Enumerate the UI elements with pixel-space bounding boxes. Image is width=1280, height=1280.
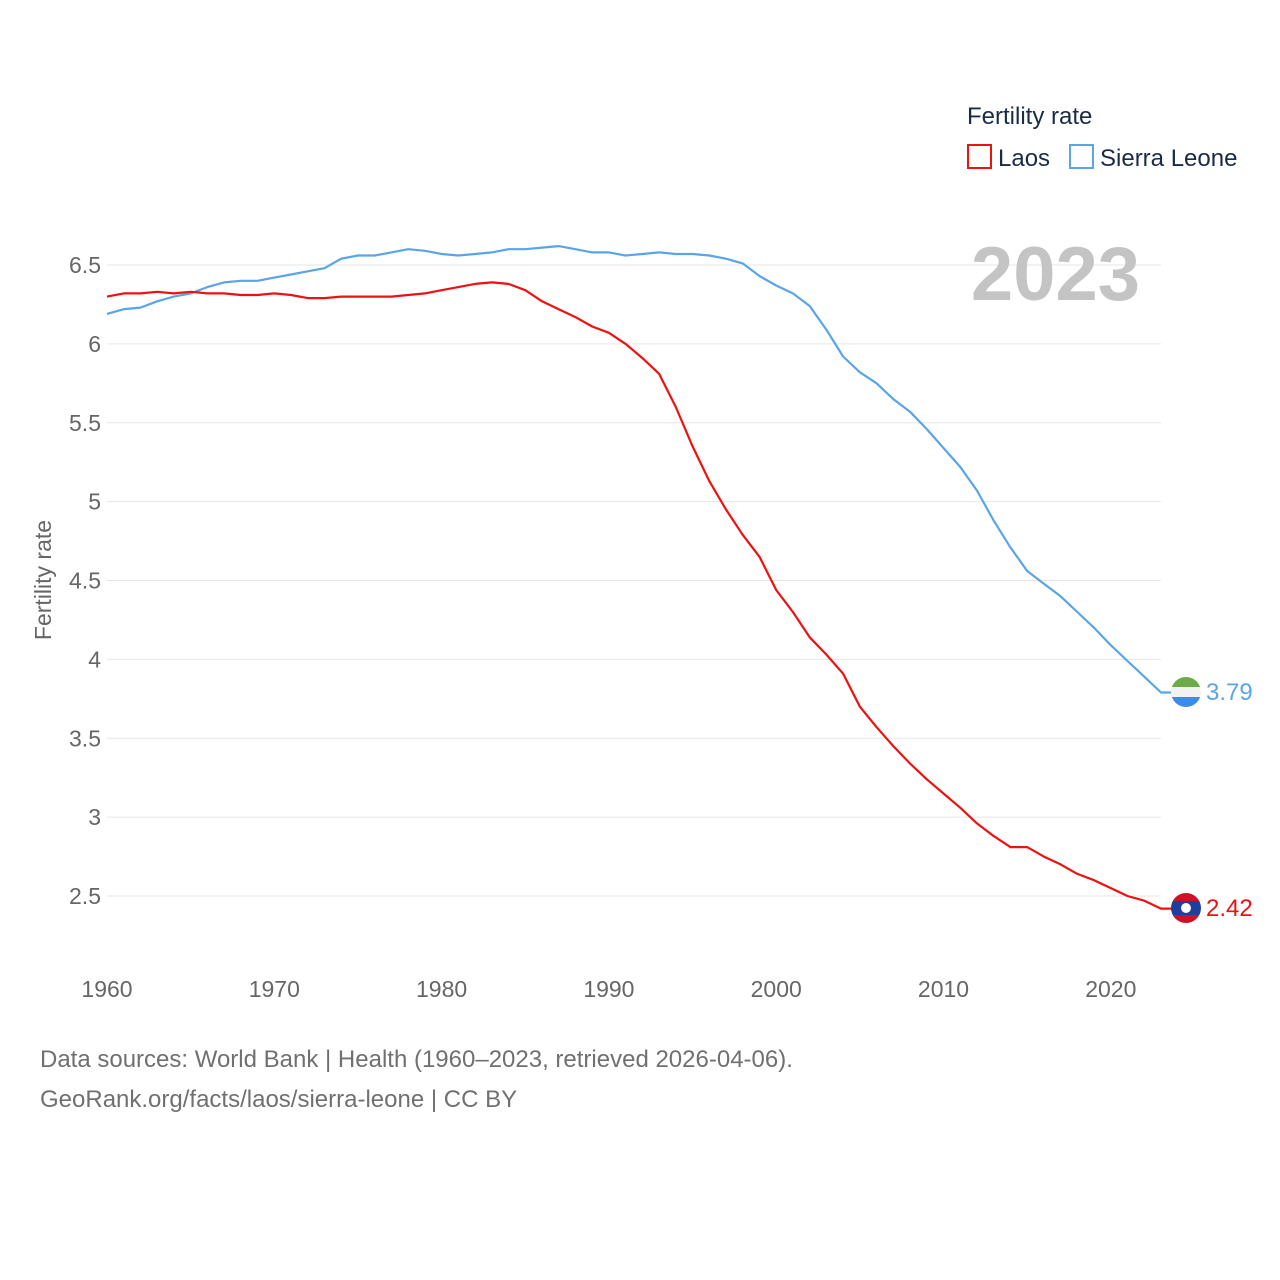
laos-flag-icon <box>1171 893 1201 923</box>
gridlines <box>107 264 1161 897</box>
x-tick-label: 1970 <box>249 976 300 1002</box>
y-tick-label: 6.5 <box>69 252 101 278</box>
legend: Fertility rate Laos Sierra Leone <box>967 103 1237 172</box>
end-label-sierra-leone: 3.79 <box>1206 679 1253 706</box>
y-tick-label: 3.5 <box>69 725 101 751</box>
sierra-leone-flag-icon <box>1171 677 1201 707</box>
x-tick-label: 2020 <box>1085 976 1136 1002</box>
legend-title: Fertility rate <box>967 103 1092 130</box>
y-axis-ticks: 2.5 3 3.5 4 4.5 5 5.5 6 6.5 <box>69 252 101 909</box>
y-tick-label: 5 <box>88 489 101 515</box>
legend-swatch-laos <box>967 144 992 169</box>
y-tick-label: 3 <box>88 804 101 830</box>
x-tick-label: 2010 <box>918 976 969 1002</box>
x-tick-label: 1980 <box>416 976 467 1002</box>
y-tick-label: 4 <box>88 646 101 672</box>
x-tick-label: 1960 <box>81 976 132 1002</box>
y-tick-label: 5.5 <box>69 410 101 436</box>
source-note: Data sources: World Bank | Health (1960–… <box>40 1040 793 1120</box>
y-tick-label: 4.5 <box>69 568 101 594</box>
source-url[interactable]: GeoRank.org/facts/laos/sierra-leone | CC… <box>40 1086 518 1113</box>
legend-label-sierra-leone: Sierra Leone <box>1100 145 1237 172</box>
x-tick-label: 1990 <box>583 976 634 1002</box>
y-axis-label: Fertility rate <box>30 520 56 640</box>
end-label-laos: 2.42 <box>1206 895 1253 922</box>
year-label: 2023 <box>971 232 1140 317</box>
legend-label-laos: Laos <box>998 145 1050 172</box>
x-tick-label: 2000 <box>751 976 802 1002</box>
series-line-sierra-leone <box>106 245 1173 694</box>
series-line-laos <box>106 281 1173 910</box>
series-lines <box>106 245 1173 910</box>
y-tick-label: 6 <box>88 331 101 357</box>
x-axis-ticks: 1960 1970 1980 1990 2000 2010 2020 <box>81 976 1136 1002</box>
source-line: Data sources: World Bank | Health (1960–… <box>40 1046 793 1073</box>
y-tick-label: 2.5 <box>69 883 101 909</box>
legend-swatch-sierra-leone <box>1069 144 1094 169</box>
